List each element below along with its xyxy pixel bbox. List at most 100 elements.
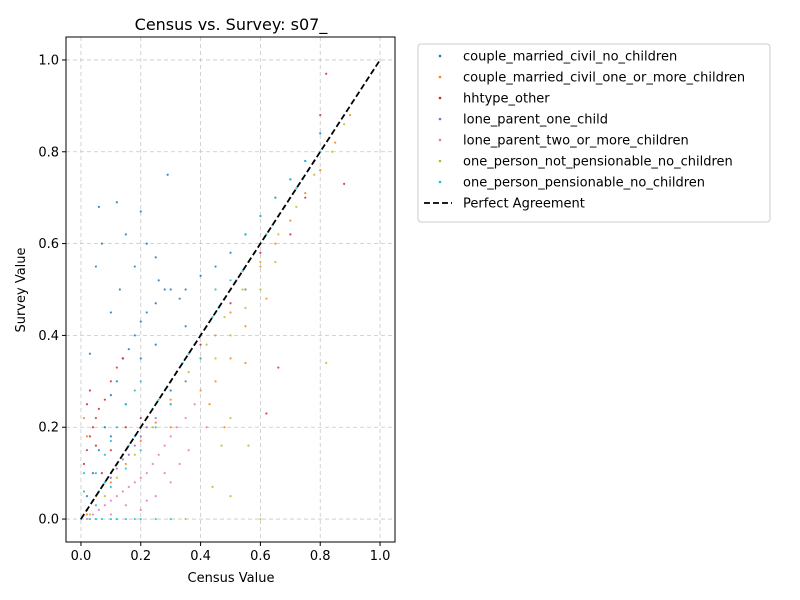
data-point xyxy=(109,449,112,452)
legend-box xyxy=(417,43,771,223)
legend-label: hhtype_other xyxy=(463,92,550,107)
data-point xyxy=(169,403,172,406)
data-point xyxy=(115,467,118,470)
data-point xyxy=(109,476,112,479)
legend-label: one_person_pensionable_no_children xyxy=(463,176,705,191)
data-point xyxy=(133,389,136,392)
data-point xyxy=(88,389,92,392)
series-group xyxy=(82,113,352,516)
data-point xyxy=(139,210,142,213)
data-point xyxy=(169,481,172,484)
data-point xyxy=(124,467,127,470)
data-point xyxy=(145,311,148,314)
x-tick-label: 0.0 xyxy=(71,549,92,564)
data-point xyxy=(187,371,190,374)
data-point xyxy=(133,334,136,337)
data-point xyxy=(139,320,142,323)
data-point xyxy=(205,426,208,429)
data-point xyxy=(274,196,277,199)
legend-label: lone_parent_two_or_more_children xyxy=(463,134,689,149)
data-point xyxy=(94,472,98,475)
legend-label: one_person_not_pensionable_no_children xyxy=(463,155,733,170)
data-point xyxy=(205,343,208,346)
data-point xyxy=(121,357,124,360)
data-point xyxy=(109,380,112,383)
data-point xyxy=(259,260,262,264)
x-tick-label: 0.6 xyxy=(250,549,271,564)
legend-label: couple_married_civil_no_children xyxy=(463,50,677,65)
data-point xyxy=(127,348,130,351)
data-point xyxy=(100,472,103,475)
data-point xyxy=(88,513,92,516)
data-point xyxy=(184,288,187,291)
data-point xyxy=(154,517,157,521)
data-point xyxy=(211,315,214,319)
data-point xyxy=(169,389,172,392)
data-point xyxy=(187,449,190,452)
data-point xyxy=(103,398,106,401)
data-point xyxy=(109,517,112,521)
plot-area: 0.0 0.2 0.4 0.6 0.8 1.0 0.0 0.2 0.4 0.6 0.8 1.0 xyxy=(38,36,396,564)
data-point xyxy=(199,343,202,346)
data-point xyxy=(121,458,124,461)
data-point xyxy=(139,416,142,420)
data-point xyxy=(154,256,157,259)
data-point xyxy=(124,517,127,521)
data-point xyxy=(109,311,112,314)
data-point xyxy=(157,453,160,456)
data-point xyxy=(229,251,232,254)
x-tick-label: 0.8 xyxy=(310,549,331,564)
data-point xyxy=(94,517,98,521)
plot-frame xyxy=(65,36,396,543)
data-point xyxy=(265,297,268,300)
x-tick-label: 1.0 xyxy=(370,549,391,564)
series-group xyxy=(85,403,208,521)
data-point xyxy=(94,444,98,447)
data-point xyxy=(109,485,112,489)
data-point xyxy=(244,288,247,291)
data-point xyxy=(175,426,178,429)
data-point xyxy=(109,499,112,502)
data-point xyxy=(214,357,217,360)
data-point xyxy=(94,504,98,507)
legend-marker xyxy=(438,180,442,184)
data-point xyxy=(103,481,106,484)
data-point xyxy=(127,485,130,489)
legend-marker xyxy=(438,96,442,100)
data-point xyxy=(85,517,89,521)
data-point xyxy=(139,439,142,443)
data-point xyxy=(109,439,112,443)
legend-label: lone_parent_one_child xyxy=(463,113,608,128)
data-point xyxy=(343,123,346,126)
data-point xyxy=(244,325,247,328)
data-point xyxy=(277,366,280,369)
data-point xyxy=(85,435,89,438)
data-point xyxy=(229,357,232,360)
data-point xyxy=(169,435,172,438)
data-point xyxy=(319,113,322,117)
data-point xyxy=(214,265,217,268)
data-point xyxy=(259,517,262,521)
y-tick-label: 0.4 xyxy=(38,329,59,344)
data-point xyxy=(133,517,136,521)
data-point xyxy=(247,444,250,447)
data-point xyxy=(85,513,89,516)
data-point xyxy=(139,508,142,511)
data-point xyxy=(94,265,98,268)
data-point xyxy=(214,288,217,291)
data-point xyxy=(124,426,127,429)
x-tick-label: 0.4 xyxy=(190,549,211,564)
data-point xyxy=(124,403,127,406)
data-point xyxy=(169,517,172,521)
data-point xyxy=(259,288,262,291)
data-point xyxy=(139,517,142,521)
data-point xyxy=(325,361,328,365)
data-point xyxy=(85,494,89,498)
data-point xyxy=(133,481,136,484)
data-point xyxy=(121,490,124,493)
data-point xyxy=(100,242,103,245)
data-point xyxy=(169,426,172,429)
data-point xyxy=(178,462,181,466)
legend-marker xyxy=(438,117,442,121)
